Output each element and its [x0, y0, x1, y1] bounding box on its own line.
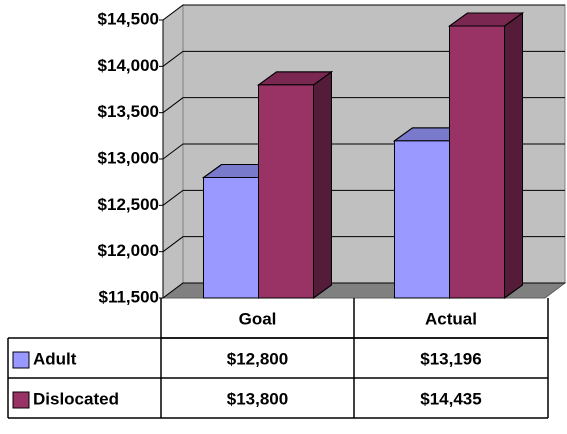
table-value: $13,800 [227, 389, 288, 408]
bar-shade [504, 12, 523, 299]
y-tick-label: $14,500 [98, 9, 159, 28]
bar-face [394, 140, 450, 299]
y-tick-label: $13,500 [98, 102, 159, 121]
grid-line [162, 4, 565, 21]
legend-label: Adult [33, 349, 77, 368]
legend-key [12, 351, 30, 369]
bar-face [449, 25, 505, 299]
grid-line [162, 97, 565, 114]
y-tick-label: $14,000 [98, 56, 159, 75]
bar-shade [313, 70, 332, 299]
legend-key [12, 391, 30, 409]
y-tick-label: $13,000 [98, 148, 159, 167]
bar [447, 12, 525, 299]
table-value: $13,196 [420, 349, 481, 368]
y-tick-label: $12,500 [98, 195, 159, 214]
legend-label: Dislocated [33, 389, 119, 408]
column-header: Actual [425, 309, 477, 328]
y-tick-label: $11,500 [98, 287, 159, 306]
table-value: $14,435 [420, 389, 481, 408]
column-header: Goal [239, 309, 277, 328]
bar-face [258, 84, 314, 299]
table-value: $12,800 [227, 349, 288, 368]
y-tick-label: $12,000 [98, 241, 159, 260]
bar-face [203, 177, 259, 299]
grid-line [162, 50, 565, 67]
bar [256, 70, 334, 299]
